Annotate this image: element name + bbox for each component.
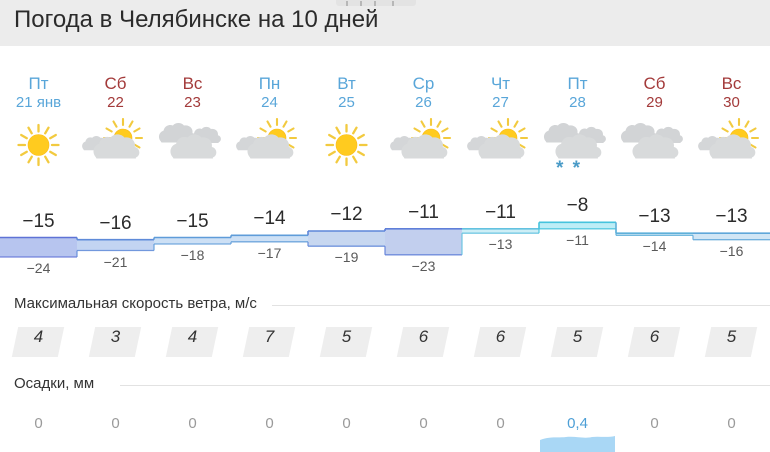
svg-text:* *: * * [556,158,582,174]
